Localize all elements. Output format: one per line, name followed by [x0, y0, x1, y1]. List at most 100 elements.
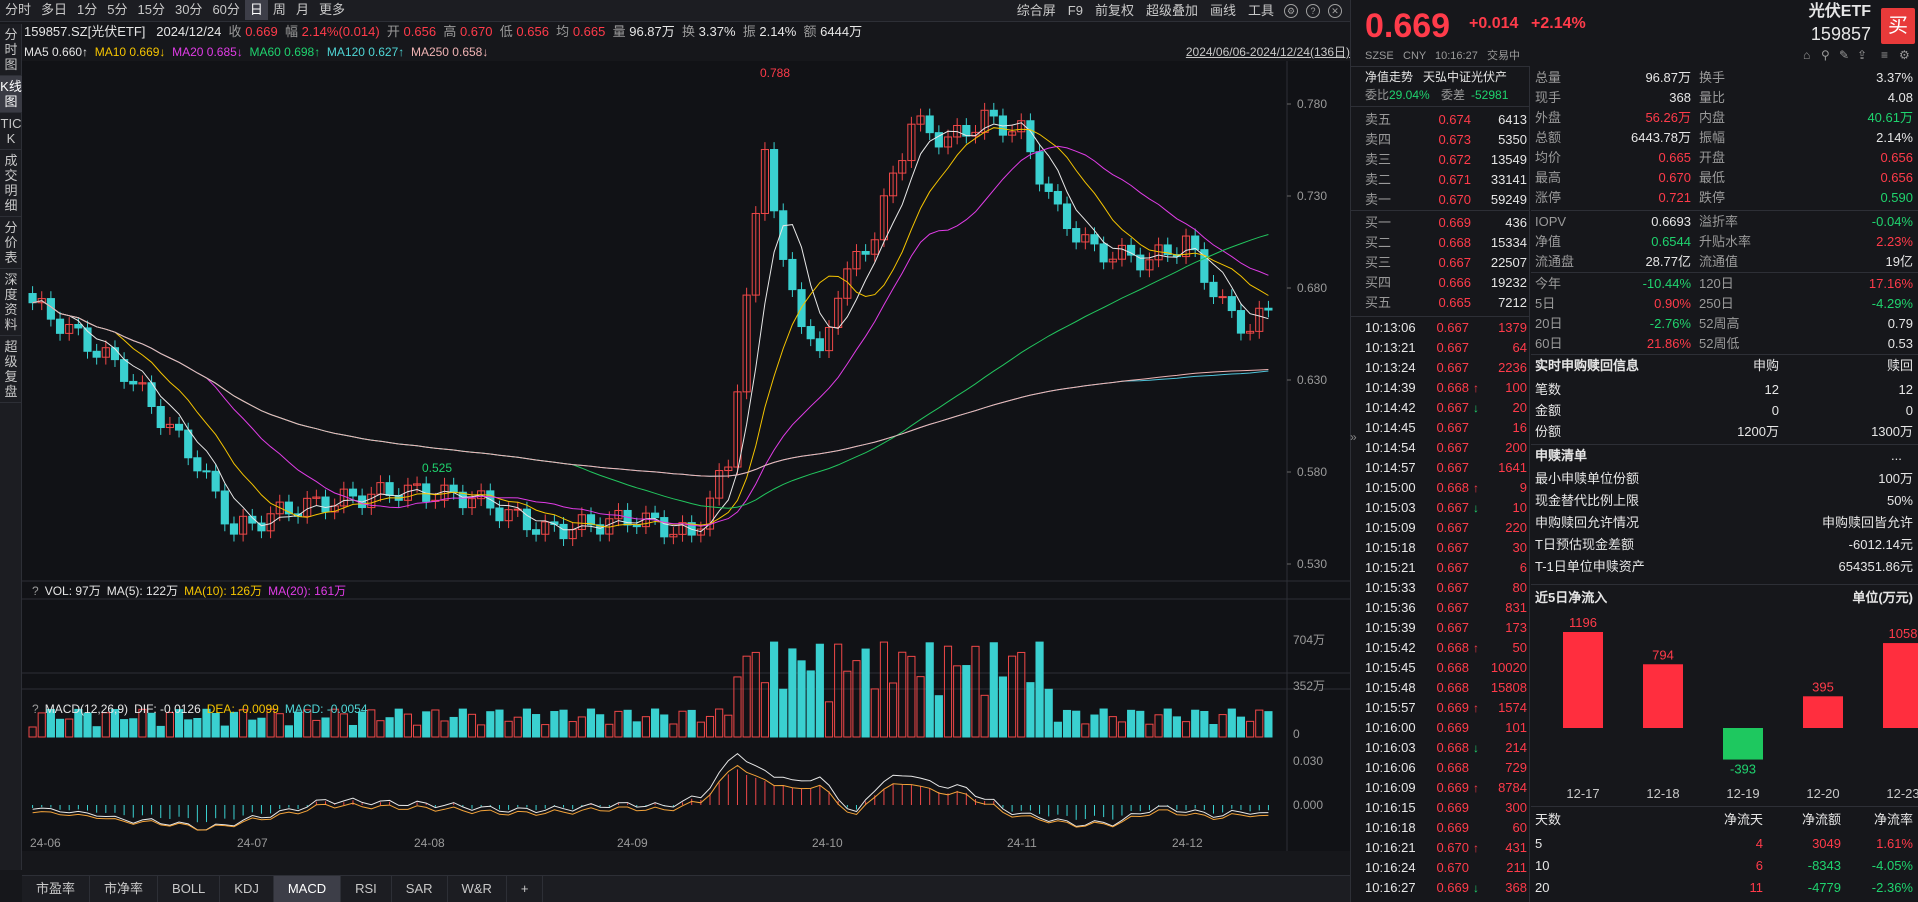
volume-bar: [358, 711, 367, 738]
tick-volume: 100: [1505, 380, 1527, 395]
left-nav-item[interactable]: 分价表: [0, 217, 22, 269]
volume-bar: [440, 720, 449, 738]
volume-bar: [1163, 708, 1172, 738]
bid-volume: 15334: [1490, 235, 1527, 250]
indicator-tab[interactable]: SAR: [392, 876, 448, 902]
change-value: 2.14%(0.014): [301, 24, 380, 39]
flow-table-cell: 5: [1535, 836, 1543, 851]
period-tab[interactable]: 分时: [5, 2, 32, 17]
tick-time: 10:14:39: [1365, 380, 1416, 395]
left-nav-item[interactable]: 深度资料: [0, 269, 22, 336]
settings-icon[interactable]: ⚙: [1284, 4, 1298, 18]
volume-bar: [1008, 655, 1017, 738]
tick-time: 10:13:06: [1365, 320, 1416, 335]
settings2-icon[interactable]: ✎: [1839, 48, 1850, 62]
close-icon[interactable]: ✕: [1328, 4, 1342, 18]
indicator-tab[interactable]: MACD: [273, 876, 342, 902]
toolbar-button[interactable]: 画线: [1209, 3, 1236, 18]
indicator-tab[interactable]: +: [507, 876, 544, 902]
volume-bar: [1108, 716, 1117, 738]
candle-body: [806, 326, 815, 340]
period-tab[interactable]: 5分: [107, 2, 128, 17]
menu-icon[interactable]: ≡: [1881, 48, 1889, 62]
period-tab[interactable]: 日: [244, 0, 268, 20]
x-tick-label: 24-10: [812, 836, 843, 850]
left-nav-item[interactable]: 分时图: [0, 24, 22, 76]
bid-label: 买五: [1365, 295, 1392, 310]
toolbar-button[interactable]: 前复权: [1094, 3, 1134, 18]
y-tick-label: 0.780: [1297, 97, 1327, 111]
volume-bar: [165, 712, 174, 738]
link-icon[interactable]: ⚲: [1821, 48, 1830, 62]
y-tick-label: 0.730: [1297, 189, 1327, 203]
left-nav-item[interactable]: 成交明细: [0, 150, 22, 217]
period-tab[interactable]: 月: [295, 2, 309, 17]
candle-body: [1044, 183, 1053, 192]
tick-time: 10:15:03: [1365, 500, 1416, 515]
indicator-tab[interactable]: KDJ: [220, 876, 274, 902]
bid-label: 买一: [1365, 215, 1392, 230]
flow-table-cell: 11: [1749, 880, 1764, 895]
candle-body: [101, 347, 110, 358]
vol-legend-item: VOL: 97万: [45, 584, 101, 598]
tick-volume: 101: [1505, 720, 1527, 735]
indicator-tab[interactable]: RSI: [341, 876, 392, 902]
kline-chart[interactable]: 0.780 0.730 0.680 0.630 0.580 0.530 24-06 24-07…: [22, 61, 1350, 851]
left-nav-item[interactable]: TICK: [0, 113, 22, 150]
indicator-tab[interactable]: W&R: [448, 876, 507, 902]
candle-body: [660, 517, 669, 538]
toolbar-button[interactable]: 超级叠加: [1145, 3, 1198, 18]
period-tab[interactable]: 周: [272, 2, 286, 17]
tick-volume: 30: [1512, 540, 1527, 555]
ma5-line: [32, 122, 1269, 533]
volume-bar: [907, 655, 916, 738]
tick-price: 0.670: [1436, 860, 1469, 875]
toolbar-button[interactable]: 综合屏: [1016, 3, 1056, 18]
candle-body: [193, 457, 202, 472]
left-nav-item[interactable]: 超级复盘: [0, 336, 22, 403]
candle-body: [824, 326, 834, 352]
perf-label: 今年: [1535, 276, 1562, 291]
period-tab[interactable]: 多日: [41, 2, 68, 17]
indicator-tab[interactable]: BOLL: [158, 876, 221, 902]
buy-button[interactable]: 买: [1881, 8, 1915, 44]
gear2-icon[interactable]: ⚙: [1899, 48, 1910, 62]
tick-volume: 1641: [1498, 460, 1527, 475]
tick-direction-icon: ↑: [1473, 381, 1479, 395]
date-range-selector[interactable]: 2024/06/06-2024/12/24(136日): [1185, 45, 1350, 59]
toolbar-button[interactable]: 工具: [1247, 3, 1274, 18]
help-icon[interactable]: ?: [1306, 4, 1320, 18]
volume-bar: [824, 701, 834, 738]
flow-value-label: 1058: [1889, 626, 1918, 641]
volume-bar: [1200, 710, 1209, 738]
indicator-tab[interactable]: 市盈率: [22, 876, 91, 902]
share-icon[interactable]: ⇪: [1857, 48, 1868, 62]
redeem-title: 实时申购赎回信息: [1535, 358, 1640, 373]
left-nav-item[interactable]: K线图: [0, 76, 22, 113]
candle-body: [312, 496, 321, 499]
redeem-label: 笔数: [1535, 382, 1562, 397]
candle-body: [202, 470, 211, 473]
volume-bar: [614, 710, 623, 738]
candle-body: [165, 423, 174, 429]
period-tab[interactable]: 1分: [77, 2, 98, 17]
period-tab[interactable]: 15分: [137, 2, 165, 17]
collapse-panel-icon[interactable]: »: [1350, 430, 1357, 444]
volume-bar: [1145, 723, 1154, 738]
volume-bar: [953, 665, 962, 738]
toolbar-button[interactable]: F9: [1067, 3, 1083, 18]
turnover-value: 3.37%: [698, 24, 736, 39]
indicator-tab[interactable]: 市净率: [90, 876, 159, 902]
flow-value-label: -393: [1730, 762, 1756, 777]
period-tab[interactable]: 30分: [174, 2, 203, 17]
pin-icon[interactable]: ⌂: [1803, 48, 1811, 62]
volume-bar: [120, 719, 129, 738]
ask-label: 卖五: [1365, 112, 1392, 127]
ma20-line: [32, 145, 1269, 527]
tick-volume: 64: [1512, 340, 1527, 355]
volume-bar: [751, 651, 760, 738]
volume-bar: [861, 648, 870, 738]
period-tab[interactable]: 更多: [318, 2, 345, 17]
candle-body: [1255, 307, 1264, 332]
period-tab[interactable]: 60分: [212, 2, 240, 17]
